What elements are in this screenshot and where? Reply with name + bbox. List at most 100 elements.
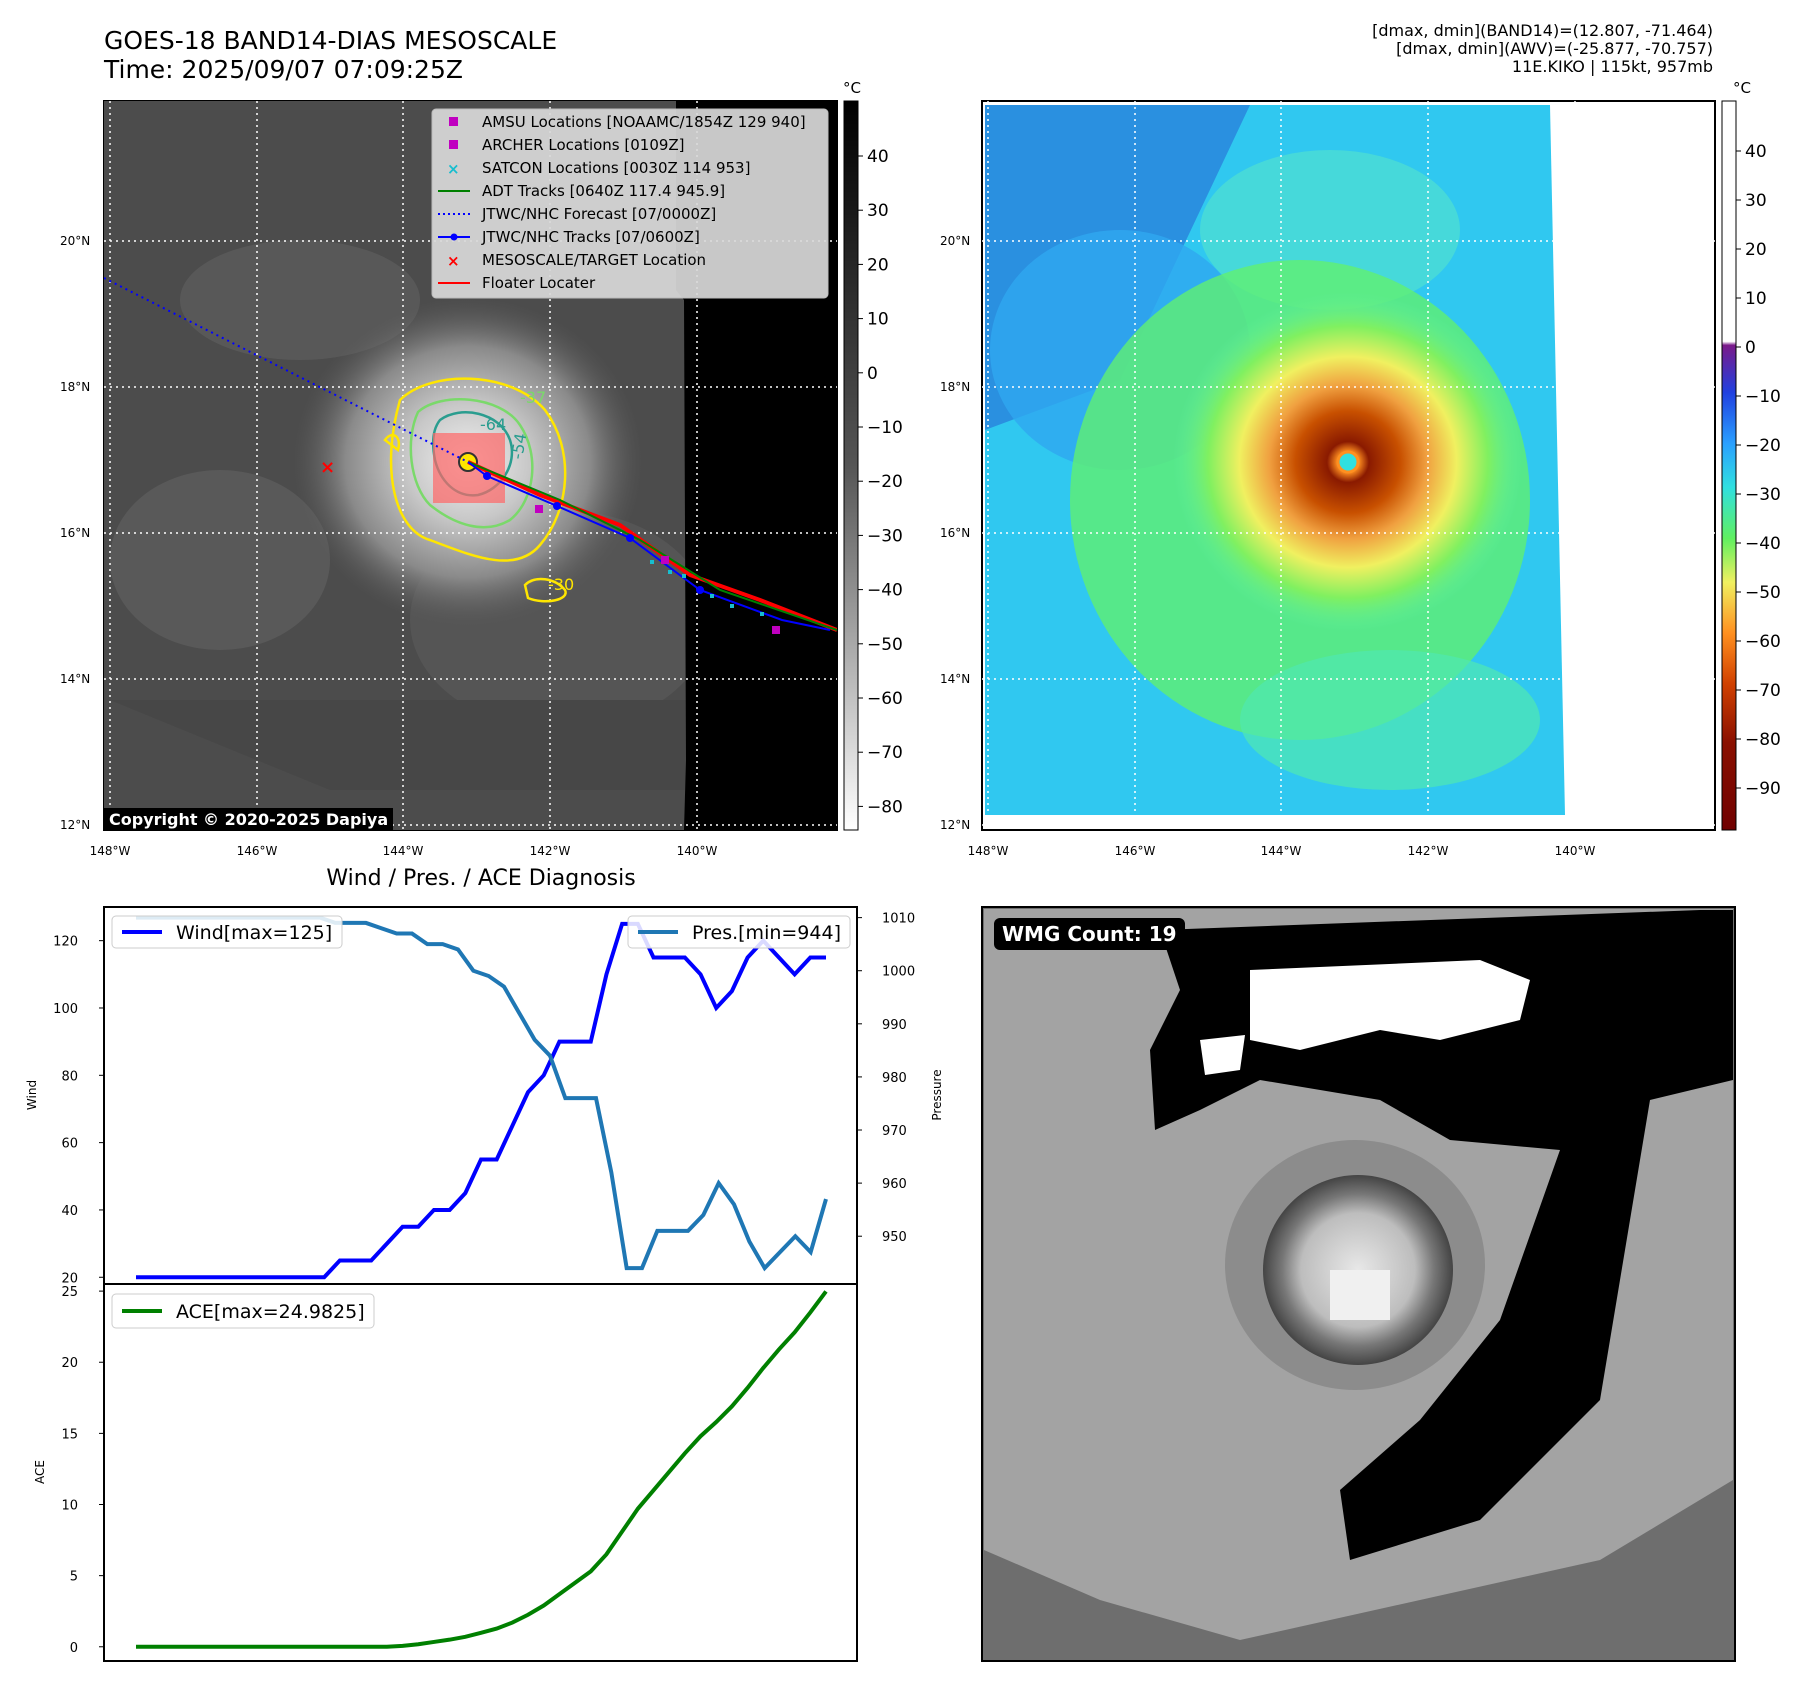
pressure-y-tick-label: 970 <box>882 1124 907 1139</box>
svg-text:14°N: 14°N <box>60 672 90 686</box>
wind-y-tick-label: 120 <box>53 935 78 950</box>
colorbar-tick-label: 30 <box>1745 191 1767 211</box>
figure-info: [dmax, dmin](BAND14)=(12.807, -71.464) [… <box>1372 22 1713 76</box>
colorbar-tick-label: −20 <box>1745 436 1781 456</box>
colorbar-tick-label: −30 <box>1745 485 1781 505</box>
diagnosis-panel: Wind / Pres. / ACE Diagnosis Wind Pressu… <box>25 866 944 1662</box>
wind-axis-label: Wind <box>25 1080 39 1110</box>
svg-text:144°W: 144°W <box>1261 844 1302 858</box>
ace-y-tick-label: 20 <box>61 1356 78 1371</box>
wind-y-tick-label: 60 <box>61 1137 78 1152</box>
ace-axes <box>103 1283 858 1662</box>
wind-y-tick-label: 40 <box>61 1204 78 1219</box>
legend-marker: × <box>447 160 460 178</box>
ace-y-tick-label: 0 <box>70 1641 78 1656</box>
wv-lon-labels: 148°W 146°W 144°W 142°W 140°W <box>968 844 1596 858</box>
legend-item: ADT Tracks [0640Z 117.4 945.9] <box>438 182 725 200</box>
legend-item: × SATCON Locations [0030Z 114 953] <box>447 159 750 178</box>
legend-marker <box>449 117 458 126</box>
colorbar-tick-label: −60 <box>867 689 903 709</box>
pressure-y-tick-label: 950 <box>882 1230 907 1245</box>
legend-label: AMSU Locations [NOAAMC/1854Z 129 940] <box>482 113 806 131</box>
legend-marker: × <box>447 252 460 270</box>
svg-text:142°W: 142°W <box>1408 844 1449 858</box>
diagnosis-title: Wind / Pres. / ACE Diagnosis <box>326 866 635 891</box>
wind-legend: Wind[max=125] <box>111 915 343 949</box>
svg-text:146°W: 146°W <box>1115 844 1156 858</box>
pressure-y-tick-label: 1010 <box>882 912 915 927</box>
wv-lat-labels: 20°N 18°N 16°N 14°N 12°N <box>940 234 970 832</box>
svg-text:144°W: 144°W <box>383 844 424 858</box>
info-storm: 11E.KIKO | 115kt, 957mb <box>1511 57 1713 76</box>
colorbar-tick-label: 30 <box>867 201 889 221</box>
colorbar-tick-label: −10 <box>1745 387 1781 407</box>
svg-text:12°N: 12°N <box>60 818 90 832</box>
wind-series-line <box>136 921 826 1280</box>
svg-text:14°N: 14°N <box>940 672 970 686</box>
jtwc-forecast-line <box>104 277 469 463</box>
ir-colorbar: °C 40 30 20 10 0 −10 −20 −30 −40 −50 −60 −70 −80 <box>843 79 903 831</box>
legend-item: AMSU Locations [NOAAMC/1854Z 129 940] <box>449 113 806 131</box>
svg-text:12°N: 12°N <box>940 818 970 832</box>
contour-label-37: -37 <box>520 388 546 407</box>
colorbar-tick-label: −50 <box>867 635 903 655</box>
colorbar-tick-label: −40 <box>867 581 903 601</box>
contour-label-54: -54 <box>507 432 530 461</box>
pressure-y-tick-label: 1000 <box>882 965 915 980</box>
colorbar-tick-label: −40 <box>1745 534 1781 554</box>
legend-label: MESOSCALE/TARGET Location <box>482 251 706 269</box>
svg-text:°C: °C <box>843 79 861 97</box>
legend-label: JTWC/NHC Forecast [07/0000Z] <box>481 205 716 223</box>
wmg-count-badge: WMG Count: 19 <box>994 918 1185 950</box>
pressure-y-tick-label: 980 <box>882 1071 907 1086</box>
wmg-black-band <box>1150 910 1733 1560</box>
legend-item: × MESOSCALE/TARGET Location <box>447 251 706 270</box>
colorbar-tick-label: −90 <box>1745 779 1781 799</box>
svg-text:ACE[max=24.9825]: ACE[max=24.9825] <box>176 1301 365 1323</box>
svg-text:Wind[max=125]: Wind[max=125] <box>176 922 332 944</box>
colorbar-tick-label: 0 <box>867 364 878 384</box>
svg-text:18°N: 18°N <box>940 380 970 394</box>
figure-title-line2: Time: 2025/09/07 07:09:25Z <box>104 55 463 84</box>
pressure-y-tick-label: 960 <box>882 1177 907 1192</box>
svg-text:148°W: 148°W <box>90 844 131 858</box>
legend-label: ADT Tracks [0640Z 117.4 945.9] <box>482 182 725 200</box>
figure-title: GOES-18 BAND14-DIAS MESOSCALE Time: 2025… <box>104 26 557 84</box>
colorbar-tick-label: −50 <box>1745 583 1781 603</box>
legend-item: ARCHER Locations [0109Z] <box>449 136 685 154</box>
wind-pres-axes <box>103 906 858 1285</box>
legend-label: Floater Locater <box>482 274 596 292</box>
target-marker: × <box>320 457 335 478</box>
svg-text:18°N: 18°N <box>60 380 90 394</box>
ir-lat-labels: 20°N 18°N 16°N 14°N 12°N <box>60 234 90 832</box>
contour-label-30: -30 <box>548 575 574 594</box>
svg-text:142°W: 142°W <box>530 844 571 858</box>
contour-green <box>409 398 534 529</box>
contour-label-64: -64 <box>480 415 506 434</box>
colorbar-tick-label: −80 <box>867 797 903 817</box>
colorbar-tick-label: −70 <box>867 743 903 763</box>
wv-colorbar: °C 40 30 20 10 0 −10 −20 −30 −40 −50 −60 −70 −80 −90 <box>1721 79 1781 831</box>
legend-marker <box>449 140 458 149</box>
svg-text:140°W: 140°W <box>1555 844 1596 858</box>
colorbar-tick-label: 20 <box>867 255 889 275</box>
wv-imagery <box>982 101 1715 830</box>
svg-text:Pres.[min=944]: Pres.[min=944] <box>692 922 841 944</box>
colorbar-tick-label: 40 <box>1745 142 1767 162</box>
colorbar-tick-label: 10 <box>1745 289 1767 309</box>
pressure-axis-label: Pressure <box>930 1069 944 1120</box>
svg-text:°C: °C <box>1733 79 1751 97</box>
ace-y-tick-label: 25 <box>61 1285 78 1300</box>
ace-legend: ACE[max=24.9825] <box>111 1293 375 1329</box>
colorbar-tick-label: 40 <box>867 147 889 167</box>
colorbar-tick-label: 20 <box>1745 240 1767 260</box>
legend-item: JTWC/NHC Tracks [07/0600Z] <box>438 228 700 246</box>
colorbar-tick-label: 10 <box>867 310 889 330</box>
legend-item: JTWC/NHC Forecast [07/0000Z] <box>438 205 716 223</box>
legend-label: ARCHER Locations [0109Z] <box>482 136 685 154</box>
copyright-badge: Copyright © 2020-2025 Dapiya <box>104 808 394 831</box>
figure-title-line1: GOES-18 BAND14-DIAS MESOSCALE <box>104 26 558 55</box>
colorbar-tick-label: 0 <box>1745 338 1756 358</box>
colorbar-tick-label: −30 <box>867 526 903 546</box>
ace-series-line <box>136 1290 828 1649</box>
